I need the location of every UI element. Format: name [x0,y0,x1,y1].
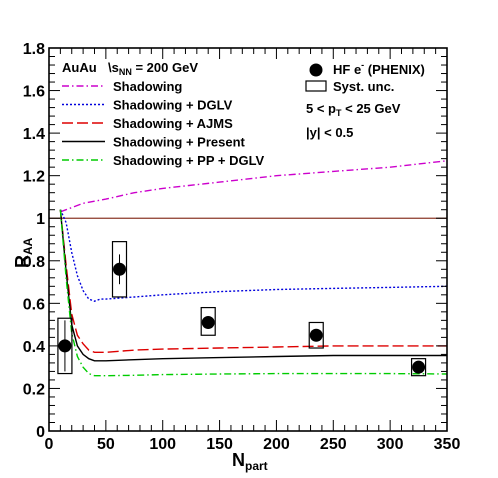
legend-marker-hf-electron [309,63,323,77]
model-curves [49,160,448,377]
pt-cut-label: 5 < pT < 25 GeV [306,101,401,118]
legend-box-syst-unc [305,80,327,92]
y-axis-title: RAA [12,237,35,268]
x-tick-label-7: 350 [434,436,461,453]
plot-frame [48,47,448,432]
collision-system-label: AuAu [62,60,97,75]
y-tick-label-9: 1.8 [23,41,45,58]
y-tick-label-2: 0.4 [23,339,45,356]
y-tick-label-7: 1.4 [23,126,45,143]
x-tick-label-0: 0 [45,436,54,453]
data-points [58,254,426,374]
data-point-0 [58,339,72,353]
y-tick-label-8: 1.6 [23,84,45,101]
legend-label-2: Shadowing + AJMS [113,116,233,131]
legend-label-3: Shadowing + Present [113,135,246,150]
x-axis-title: Npart [232,450,268,473]
syst-box-1 [111,241,128,298]
y-tick-label-0: 0 [36,424,45,441]
rapidity-cut-label: |y| < 0.5 [306,125,353,140]
legend-label-0: Shadowing [113,79,182,94]
x-tick-label-1: 50 [97,436,115,453]
series-line-0 [60,160,448,213]
syst-box-2 [200,306,216,336]
y-tick-label-6: 1.2 [23,169,45,186]
legend-label-4: Shadowing + PP + DGLV [113,153,265,168]
data-point-4 [412,360,426,374]
legend-label-1: Shadowing + DGLV [113,98,233,113]
series-line-3 [59,209,447,362]
series-line-2 [59,209,447,353]
energy-label: \sNN = 200 GeV [108,60,198,77]
x-tick-label-3: 150 [206,436,233,453]
data-point-3 [309,328,323,342]
syst-box-3 [308,321,324,349]
x-tick-label-6: 300 [377,436,404,453]
legend-label-hf-electron: HF e- (PHENIX) [333,60,425,77]
y-tick-label-5: 1 [36,211,45,228]
syst-box-4 [410,358,427,377]
series-line-1 [59,209,448,302]
axis-ticks [48,47,448,432]
systematic-boxes [57,241,427,377]
x-tick-label-4: 200 [263,436,290,453]
x-tick-label-2: 100 [149,436,176,453]
legend: Shadowing Shadowing + DGLV Shadowing + AJM… [62,79,265,168]
data-point-2 [201,315,215,329]
data-point-1 [113,262,127,276]
y-tick-label-3: 0.6 [23,296,45,313]
series-line-4 [59,209,448,377]
tick-labels: 0 50 100 150 200 250 300 350 0 0.2 0.4 0.6 0.8 1 1.2 1.… [23,41,461,453]
legend-label-syst-unc: Syst. unc. [333,79,394,94]
x-tick-label-5: 250 [320,436,347,453]
y-tick-label-1: 0.2 [23,381,45,398]
y-tick-label-4: 0.8 [23,254,45,271]
